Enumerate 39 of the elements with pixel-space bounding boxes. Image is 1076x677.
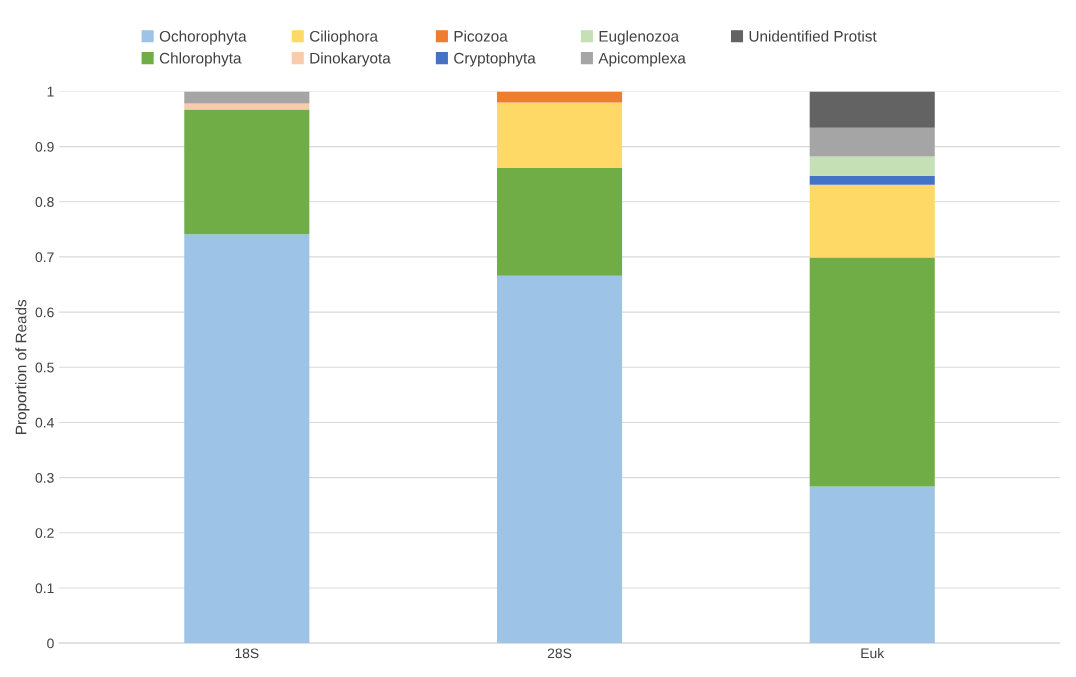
bar xyxy=(184,109,310,235)
y-tick-label: 0.1 xyxy=(35,583,54,594)
legend-label: Ciliophora xyxy=(309,30,378,45)
legend-label: Cryptophyta xyxy=(454,52,536,67)
bar xyxy=(809,156,935,176)
bar xyxy=(496,168,623,276)
y-tick-label: 0.3 xyxy=(35,472,54,483)
y-axis-title: Proportion of Reads xyxy=(15,299,30,434)
x-tick-label: 18S xyxy=(235,648,259,659)
x-tick-label: 28S xyxy=(547,648,572,659)
y-tick-label: 0 xyxy=(47,638,54,649)
bar xyxy=(496,91,623,103)
bar xyxy=(496,102,623,169)
y-tick-label: 0.6 xyxy=(35,307,54,318)
bar xyxy=(809,175,935,185)
legend-label: Ochorophyta xyxy=(159,30,247,45)
bar xyxy=(809,184,935,258)
legend-label: Apicomplexa xyxy=(598,52,686,67)
y-tick-label: 0.5 xyxy=(35,362,54,373)
bar xyxy=(809,257,935,487)
legend-label: Unidentified Protist xyxy=(749,30,877,42)
x-tick-label: Euk xyxy=(861,648,885,659)
legend-label: Euglenozoa xyxy=(599,30,680,45)
legend-label: Picozoa xyxy=(454,30,508,42)
bar xyxy=(184,91,310,104)
y-tick-label: 0.7 xyxy=(35,252,54,263)
legend-label: Dinokaryota xyxy=(310,52,391,67)
bar xyxy=(184,234,310,644)
bar xyxy=(809,486,935,644)
y-tick-label: 0.8 xyxy=(35,197,54,207)
y-tick-label: 0.9 xyxy=(35,141,54,152)
y-tick-label: 0.2 xyxy=(35,528,54,538)
y-tick-label: 1 xyxy=(47,86,54,97)
bar xyxy=(809,91,935,128)
y-tick-label: 0.4 xyxy=(35,417,54,428)
legend-label: Chlorophyta xyxy=(159,52,242,67)
bar xyxy=(184,103,310,110)
bar xyxy=(809,127,935,157)
bar xyxy=(496,275,623,644)
